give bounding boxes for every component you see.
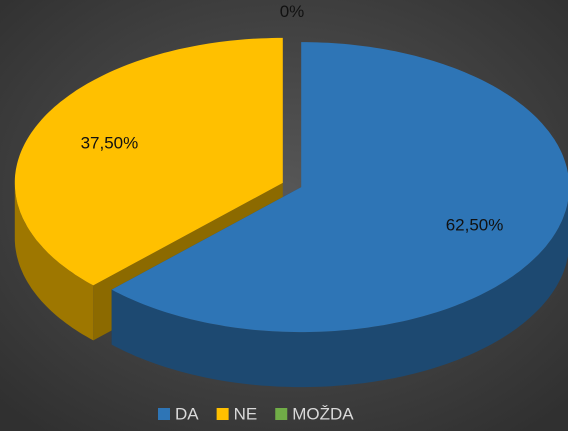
legend-swatch [275, 408, 288, 420]
legend-label: NE [234, 404, 258, 423]
slice-wall [14, 182, 94, 341]
legend-swatch [158, 408, 170, 420]
legend-label: MOŽDA [292, 404, 354, 423]
pie: 62,50% 37,50% 0% [14, 2, 568, 388]
slice-top [111, 42, 568, 333]
legend-swatch [216, 408, 229, 420]
legend: DA NE MOŽDA [158, 404, 354, 423]
legend-label: DA [175, 404, 199, 423]
data-label: 37,50% [81, 134, 139, 153]
data-label: 62,50% [446, 215, 504, 234]
slice-wall [111, 201, 568, 388]
data-label: 0% [280, 2, 305, 21]
slice [111, 42, 568, 388]
slice-top [14, 37, 283, 286]
